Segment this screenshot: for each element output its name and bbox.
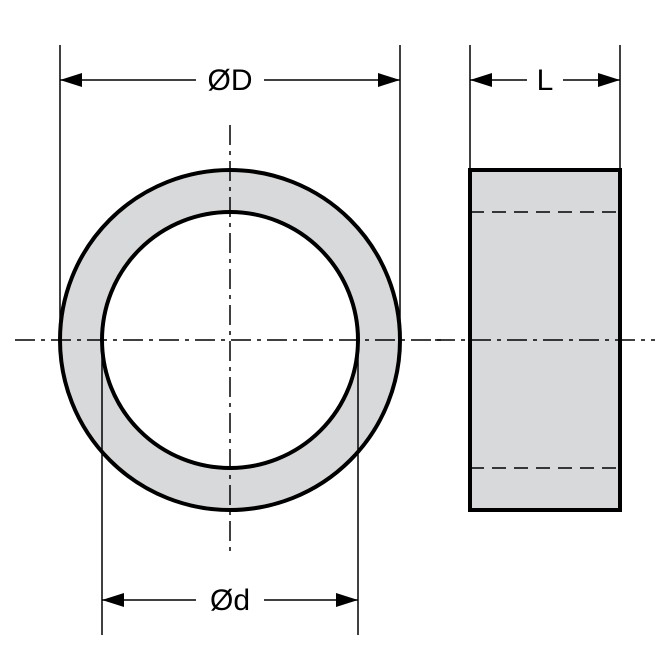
dim-length-label: L (537, 64, 554, 97)
front-view (15, 125, 445, 555)
dim-inner-diameter-label: Ød (210, 584, 250, 617)
spacer-drawing: ØD Ød L (0, 0, 670, 670)
dim-length: L (470, 45, 620, 170)
side-view (435, 170, 655, 510)
dim-outer-diameter-label: ØD (208, 64, 253, 97)
